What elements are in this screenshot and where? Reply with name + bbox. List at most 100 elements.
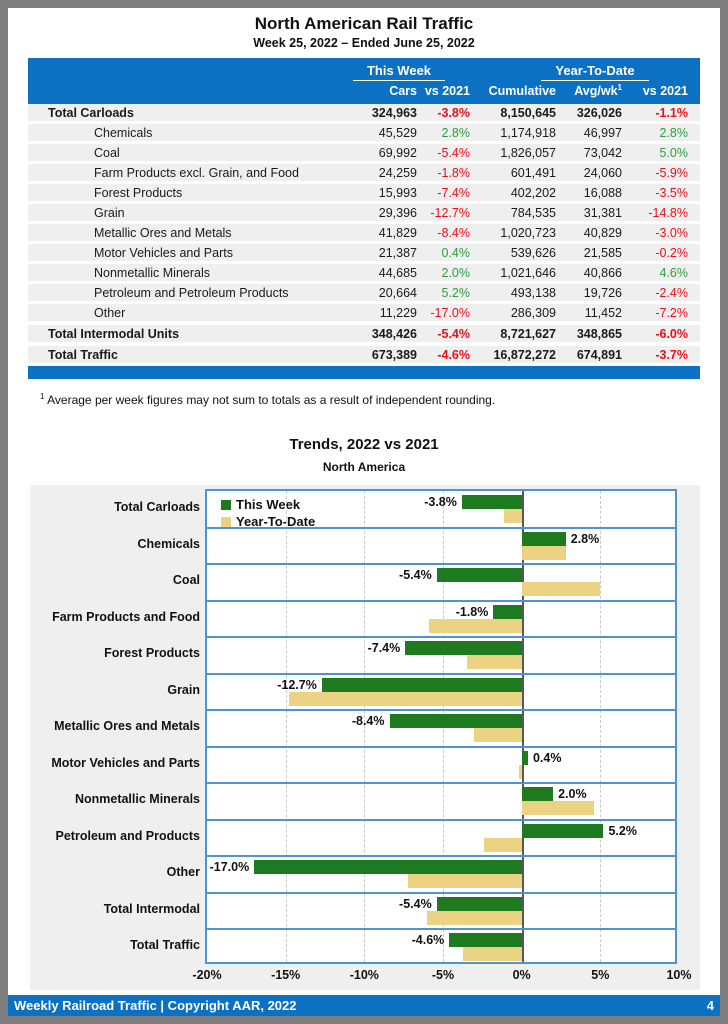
cell-cumulative: 16,872,272 <box>493 347 556 362</box>
chart-title: Trends, 2022 vs 2021 <box>289 436 439 453</box>
bar-value-label: -3.8% <box>424 495 457 509</box>
cell-label: Nonmetallic Minerals <box>94 265 211 280</box>
cell-vs-2021-week: 0.4% <box>441 245 471 260</box>
table-row: Grain 29,396 -12.7% 784,535 31,381 -14.8% <box>28 204 700 221</box>
cell-cumulative: 1,021,646 <box>500 265 556 280</box>
cell-label: Total Traffic <box>48 347 118 362</box>
table-row: Coal 69,992 -5.4% 1,826,057 73,042 5.0% <box>28 144 700 161</box>
x-axis-tick-label: 10% <box>666 968 692 982</box>
bar-year-to-date <box>408 874 522 889</box>
bar-this-week <box>389 714 522 729</box>
vertical-gridline <box>285 491 287 962</box>
cell-vs-2021-week: 2.0% <box>441 265 471 280</box>
cell-vs-2021-ytd: -2.4% <box>655 285 688 300</box>
traffic-table: This Week Year-To-Date Cars vs 2021 Cumu… <box>28 58 700 379</box>
cell-vs-2021-week: -17.0% <box>430 305 470 320</box>
table-row: Total Traffic 673,389 -4.6% 16,872,272 674,8… <box>28 346 700 363</box>
cell-cumulative: 8,150,645 <box>500 105 556 120</box>
row-separator-line <box>207 636 675 639</box>
table-row: Forest Products 15,993 -7.4% 402,202 16,088 -… <box>28 184 700 201</box>
table-row: Chemicals 45,529 2.8% 1,174,918 46,997 2.8% <box>28 124 700 141</box>
table-row: Metallic Ores and Metals 41,829 -8.4% 1,020… <box>28 224 700 241</box>
bar-value-label: -4.6% <box>411 933 445 948</box>
cell-cumulative: 402,202 <box>510 185 556 200</box>
legend-label: Year-To-Date <box>236 514 316 529</box>
bar-value-label: 0.4% <box>532 750 562 765</box>
bar-value-label: 5.2% <box>608 823 637 838</box>
bar-value-label: -17.0% <box>209 860 250 875</box>
category-label: Metallic Ores and Metals <box>54 719 200 734</box>
chart-plot-area: This Week Year-To-Date -3.8% 2.8% -5.4% -1.8… <box>205 489 677 964</box>
bar-value-label: -12.7% <box>277 677 317 692</box>
table-column-header-row: Cars vs 2021 Cumulative Avg/wk1 vs 2021 <box>28 81 700 100</box>
category-label: Other <box>166 865 200 880</box>
x-axis-tick-label: -15% <box>271 968 301 982</box>
cell-cars: 21,387 <box>378 245 417 260</box>
category-label: Chemicals <box>137 536 200 551</box>
row-separator-line <box>207 745 675 748</box>
bar-this-week <box>493 604 522 619</box>
vertical-gridline <box>364 491 366 962</box>
legend-item: This Week <box>221 496 315 513</box>
category-label: Total Carloads <box>114 500 200 514</box>
cell-avg-wk: 40,829 <box>583 225 622 240</box>
row-separator-line <box>207 599 675 602</box>
bar-year-to-date <box>427 910 522 925</box>
chart-x-axis-labels: -20% -15% -10% -5% 0% 5% 10% <box>30 968 700 986</box>
group-header-year-to-date: Year-To-Date <box>490 62 700 81</box>
cell-vs-2021-week: 2.8% <box>441 125 471 140</box>
cell-label: Grain <box>94 205 125 220</box>
bar-value-label: -7.4% <box>367 641 401 656</box>
cell-avg-wk: 31,381 <box>583 205 622 220</box>
bar-year-to-date <box>463 947 522 962</box>
report-page: North American Rail Traffic Week 25, 202… <box>8 8 720 1016</box>
cell-cars: 29,396 <box>378 205 417 220</box>
cell-vs-2021-ytd: 4.6% <box>659 265 689 280</box>
page-title: North American Rail Traffic <box>254 14 474 33</box>
bar-this-week <box>521 823 604 838</box>
cell-vs-2021-ytd: -7.2% <box>655 305 688 320</box>
row-separator-line <box>207 855 675 858</box>
bar-year-to-date <box>474 728 522 743</box>
cell-cars: 20,664 <box>378 285 417 300</box>
bar-value-label: 2.8% <box>570 531 600 546</box>
bar-value-label: -5.4% <box>399 568 432 583</box>
bar-this-week <box>436 896 522 911</box>
bar-this-week <box>521 787 554 802</box>
cell-avg-wk: 40,866 <box>583 265 622 280</box>
cell-vs-2021-ytd: -14.8% <box>648 205 688 220</box>
cell-label: Total Intermodal Units <box>48 326 180 341</box>
cell-avg-wk: 73,042 <box>583 145 622 160</box>
cell-vs-2021-week: 5.2% <box>441 285 471 300</box>
cell-vs-2021-week: -8.4% <box>437 225 470 240</box>
cell-vs-2021-week: -5.4% <box>437 326 470 341</box>
cell-vs-2021-week: -12.7% <box>430 205 470 220</box>
group-header-this-week: This Week <box>328 62 470 81</box>
cell-vs-2021-ytd: -3.7% <box>655 347 688 362</box>
cell-avg-wk: 24,060 <box>583 165 622 180</box>
bar-year-to-date <box>518 764 522 779</box>
table-row: Farm Products excl. Grain, and Food 24,25… <box>28 164 700 181</box>
cell-avg-wk: 348,865 <box>576 326 622 341</box>
cell-avg-wk: 19,726 <box>583 285 622 300</box>
bar-this-week <box>321 677 522 692</box>
x-axis-tick-label: -20% <box>192 968 222 982</box>
footnote: 1 Average per week figures may not sum t… <box>40 392 496 407</box>
cell-label: Coal <box>94 145 120 160</box>
cell-cumulative: 1,826,057 <box>500 145 556 160</box>
cell-vs-2021-ytd: -0.2% <box>655 245 688 260</box>
bar-this-week <box>436 568 522 583</box>
cell-label: Metallic Ores and Metals <box>94 225 232 240</box>
col-header-vs-2021-week: vs 2021 <box>424 83 470 98</box>
table-row: Other 11,229 -17.0% 286,309 11,452 -7.2% <box>28 304 700 321</box>
legend-swatch-this-week <box>221 499 231 510</box>
col-header-vs-2021-ytd: vs 2021 <box>642 83 688 98</box>
cell-vs-2021-week: -7.4% <box>437 185 470 200</box>
category-label: Total Traffic <box>130 938 200 953</box>
cell-vs-2021-ytd: -5.9% <box>655 165 688 180</box>
col-header-avg-wk: Avg/wk1 <box>574 82 622 99</box>
chart-category-labels: Total Carloads Chemicals Coal Farm Products… <box>30 489 200 964</box>
table-row: Petroleum and Petroleum Products 20,664 5.… <box>28 284 700 301</box>
bar-value-label: -5.4% <box>399 896 432 911</box>
trends-bar-chart: Total Carloads Chemicals Coal Farm Products… <box>30 485 700 990</box>
